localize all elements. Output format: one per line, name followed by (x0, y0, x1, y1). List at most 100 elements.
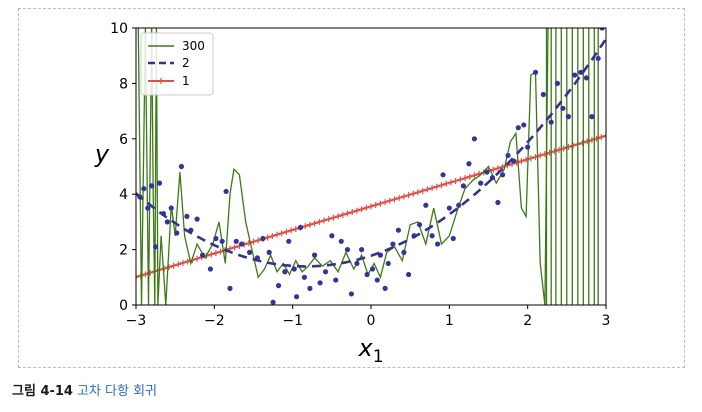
legend-label-1: 1 (182, 74, 190, 88)
data-point (270, 299, 276, 305)
series-1-marker (353, 207, 360, 214)
series-300-oscillation (545, 28, 599, 305)
legend-box (140, 32, 214, 96)
series-1-marker (490, 166, 497, 173)
data-point (560, 105, 566, 111)
y-tick-label: 4 (119, 187, 128, 203)
series-1-marker (184, 258, 191, 265)
data-point (297, 224, 304, 231)
data-point (521, 122, 527, 128)
data-point (495, 199, 501, 206)
x-tick-label: 1 (445, 313, 454, 329)
data-point (395, 227, 402, 233)
series-1-marker (288, 227, 295, 234)
data-point (406, 271, 412, 278)
series-1-marker (570, 142, 577, 149)
data-point (329, 233, 335, 239)
series-1-marker (462, 175, 468, 182)
y-tick-label: 6 (119, 132, 128, 148)
data-point (149, 183, 155, 189)
data-point (532, 69, 539, 75)
series-1-marker (165, 264, 172, 271)
series-layer (136, 28, 606, 305)
x-tick-label: −1 (282, 313, 303, 329)
figure-caption: 그림 4-14 고차 다항 회귀 (12, 380, 157, 399)
caption-text: 고차 다항 회귀 (76, 384, 158, 399)
series-1-marker (438, 182, 445, 189)
data-point (382, 285, 388, 291)
series-1-marker (170, 262, 177, 269)
data-point (301, 274, 308, 280)
data-point (164, 219, 170, 225)
series-1-marker (269, 233, 276, 240)
x-tick-label: 3 (602, 313, 611, 329)
data-point (440, 172, 446, 178)
data-point (194, 216, 200, 222)
series-1-marker (194, 255, 201, 262)
data-point (246, 249, 253, 255)
series-1-marker (344, 210, 351, 217)
x-tick-label: 0 (367, 313, 376, 329)
y-tick-label: 0 (119, 298, 128, 314)
series-1-marker (208, 251, 215, 258)
data-point (500, 172, 506, 178)
series-1-marker (325, 216, 332, 223)
data-point (595, 55, 601, 62)
series-1-marker (405, 192, 412, 199)
series-1-marker (358, 206, 365, 213)
data-point (317, 280, 323, 286)
data-point (184, 213, 190, 219)
data-point (168, 205, 174, 211)
data-point (578, 69, 584, 75)
series-1-marker (339, 211, 346, 218)
series-1-marker (466, 173, 473, 180)
series-1-marker (377, 200, 384, 207)
series-1-marker (386, 197, 393, 204)
data-point (565, 114, 572, 120)
data-point (572, 72, 578, 78)
series-1-marker (429, 185, 436, 192)
data-point (434, 241, 441, 247)
data-point (471, 136, 477, 142)
series-1-marker (527, 155, 534, 162)
series-1-marker (231, 244, 238, 251)
series-1-marker (264, 234, 271, 241)
series-1-marker (518, 158, 525, 165)
series-1-marker (161, 265, 168, 272)
data-point (333, 277, 339, 283)
series-1-marker (391, 196, 398, 203)
data-point (515, 125, 521, 131)
series-1-marker (316, 218, 323, 225)
x-tick-label: −3 (126, 313, 147, 329)
series-1-marker (278, 230, 285, 237)
x-tick-label: 2 (523, 313, 532, 329)
data-point (141, 186, 147, 192)
series-1-marker (255, 237, 262, 244)
series-1-marker (447, 179, 454, 186)
data-point (446, 205, 452, 211)
series-1-marker (452, 177, 459, 184)
series-1-marker (217, 248, 224, 255)
series-1-marker (494, 165, 501, 172)
data-point (219, 238, 225, 244)
data-point (599, 28, 605, 31)
series-1-marker (136, 274, 139, 281)
series-2-line (136, 38, 606, 268)
x-tick-label: −2 (204, 313, 225, 329)
data-point (456, 202, 462, 208)
data-point (322, 269, 329, 275)
legend-label-300: 300 (182, 39, 205, 53)
y-tick-label: 2 (119, 243, 128, 259)
data-point (239, 241, 245, 247)
data-point (525, 144, 531, 150)
data-point (312, 252, 318, 258)
series-1-marker (335, 213, 342, 220)
series-1-marker (311, 220, 318, 227)
series-1-marker (175, 261, 182, 268)
data-point (429, 233, 435, 239)
data-point (364, 271, 370, 278)
data-point (548, 119, 554, 125)
series-1-marker (363, 204, 370, 211)
legend-marker-1 (158, 78, 164, 84)
data-point (348, 291, 355, 297)
